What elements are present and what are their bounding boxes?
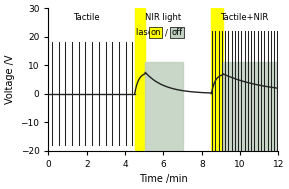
Text: off: off [171,28,182,37]
Text: Tactile: Tactile [73,13,100,22]
Text: laser: laser [136,28,159,37]
Text: Tactile+NIR: Tactile+NIR [220,13,268,22]
Text: on: on [151,28,161,37]
Bar [223,62,278,151]
Y-axis label: Voltage /V: Voltage /V [5,55,15,104]
Text: NIR light: NIR light [145,13,181,22]
Text: /: / [165,28,168,37]
X-axis label: Time /min: Time /min [139,174,188,184]
Bar [211,8,223,151]
Bar [135,8,145,151]
Bar [145,62,183,151]
